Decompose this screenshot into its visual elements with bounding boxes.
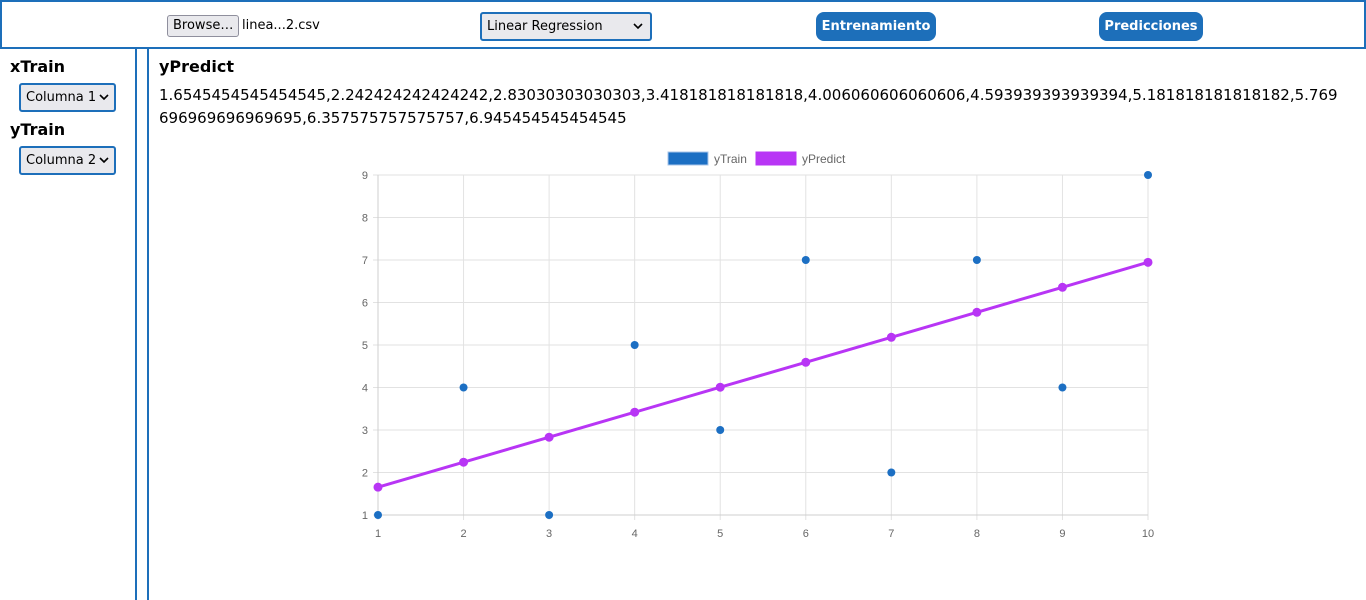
ytrain-point	[1058, 383, 1067, 392]
legend-label-ypredict: yPredict	[802, 152, 846, 166]
ypredict-point	[373, 482, 383, 492]
ytrain-label: yTrain	[10, 120, 66, 139]
ytrain-point	[459, 383, 468, 392]
chevron-down-icon	[633, 23, 643, 30]
ypredict-point	[630, 407, 640, 417]
y-tick-label: 6	[362, 298, 368, 310]
legend-label-ytrain: yTrain	[714, 152, 747, 166]
y-tick-label: 7	[362, 255, 368, 267]
xtrain-label: xTrain	[10, 57, 66, 76]
y-tick-label: 3	[362, 425, 368, 437]
sidebar-divider-right	[147, 49, 149, 600]
ypredict-point	[886, 332, 896, 342]
ypredict-point	[1057, 282, 1067, 292]
ytrain-point	[801, 256, 810, 264]
ytrain-point	[972, 256, 981, 264]
model-select-value: Linear Regression	[487, 19, 603, 34]
x-tick-label: 7	[888, 528, 894, 540]
ypredict-title: yPredict	[159, 57, 234, 76]
y-tick-label: 1	[362, 510, 368, 522]
ypredict-values: 1.6545454545454545,2.242424242424242,2.8…	[159, 86, 1338, 127]
ytrain-select[interactable]: Columna 2	[19, 146, 116, 175]
legend-swatch-ypredict	[755, 151, 797, 166]
browse-button[interactable]: Browse…	[167, 15, 240, 37]
x-tick-label: 1	[375, 528, 381, 540]
ytrain-point	[1144, 171, 1152, 179]
train-button[interactable]: Entrenamiento	[816, 12, 936, 41]
ytrain-select-value: Columna 2	[26, 153, 97, 168]
ypredict-point	[459, 457, 469, 467]
xtrain-select[interactable]: Columna 1	[19, 83, 116, 112]
x-tick-label: 2	[460, 528, 466, 540]
ypredict-line	[377, 260, 1149, 489]
x-tick-label: 4	[632, 528, 638, 540]
ytrain-point	[716, 426, 725, 434]
x-tick-label: 6	[803, 528, 809, 540]
ytrain-point	[545, 511, 554, 519]
y-tick-label: 9	[362, 170, 368, 182]
ypredict-point	[544, 432, 554, 442]
sidebar-divider-left	[135, 49, 137, 600]
predict-button[interactable]: Predicciones	[1099, 12, 1203, 41]
y-tick-label: 2	[362, 468, 368, 480]
y-tick-label: 8	[362, 213, 368, 225]
ytrain-point	[374, 511, 382, 519]
y-tick-label: 5	[362, 340, 368, 352]
chevron-down-icon	[99, 94, 109, 101]
ypredict-point	[1143, 257, 1153, 267]
legend-swatch-ytrain	[667, 151, 709, 166]
x-tick-label: 3	[546, 528, 552, 540]
chevron-down-icon	[99, 157, 109, 164]
prediction-chart: 1 2 3 4 5 6 7 8 9 10 1 2 3 4 5 6 7 8 9 yTrain yPredict	[362, 151, 1154, 540]
x-tick-label: 10	[1142, 528, 1154, 540]
y-tick-label: 4	[362, 383, 368, 395]
ytrain-point	[630, 341, 639, 349]
ypredict-point	[801, 357, 811, 367]
x-tick-label: 8	[974, 528, 980, 540]
x-tick-label: 5	[717, 528, 723, 540]
ypredict-point	[715, 382, 725, 392]
ytrain-point	[887, 468, 896, 477]
ypredict-point	[972, 307, 982, 317]
top-toolbar: Browse… linea...2.csv Linear Regression …	[0, 0, 1366, 49]
model-select[interactable]: Linear Regression	[480, 12, 652, 41]
xtrain-select-value: Columna 1	[26, 90, 97, 105]
x-tick-label: 9	[1059, 528, 1065, 540]
selected-file-name: linea...2.csv	[242, 18, 320, 33]
